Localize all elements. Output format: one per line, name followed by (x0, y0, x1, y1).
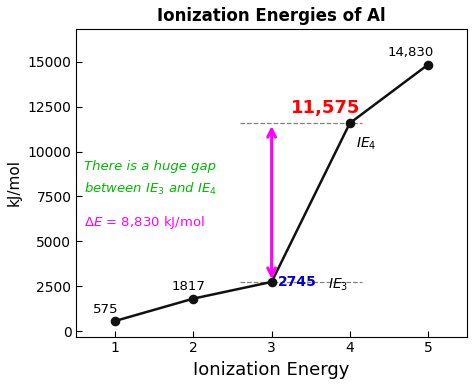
Text: 11,575: 11,575 (291, 99, 361, 117)
Point (346, 120, 354, 126)
Y-axis label: kJ/mol: kJ/mol (7, 159, 22, 207)
Text: 14,830: 14,830 (387, 46, 434, 59)
Text: $IE_4$: $IE_4$ (356, 135, 376, 152)
Text: There is a huge gap
between $IE_3$ and $IE_4$: There is a huge gap between $IE_3$ and $… (84, 161, 217, 197)
Text: $\Delta E$ = 8,830 kJ/mol: $\Delta E$ = 8,830 kJ/mol (84, 214, 205, 232)
Text: 1817: 1817 (172, 280, 205, 293)
Text: 575: 575 (93, 303, 119, 316)
X-axis label: Ionization Energy: Ionization Energy (193, 361, 350, 379)
Text: 2745: 2745 (278, 275, 317, 289)
Text: $IE_3$: $IE_3$ (328, 276, 348, 293)
Point (111, 318, 119, 324)
Point (190, 296, 197, 302)
Title: Ionization Energies of Al: Ionization Energies of Al (157, 7, 386, 25)
Point (424, 62, 432, 68)
Point (268, 279, 275, 285)
